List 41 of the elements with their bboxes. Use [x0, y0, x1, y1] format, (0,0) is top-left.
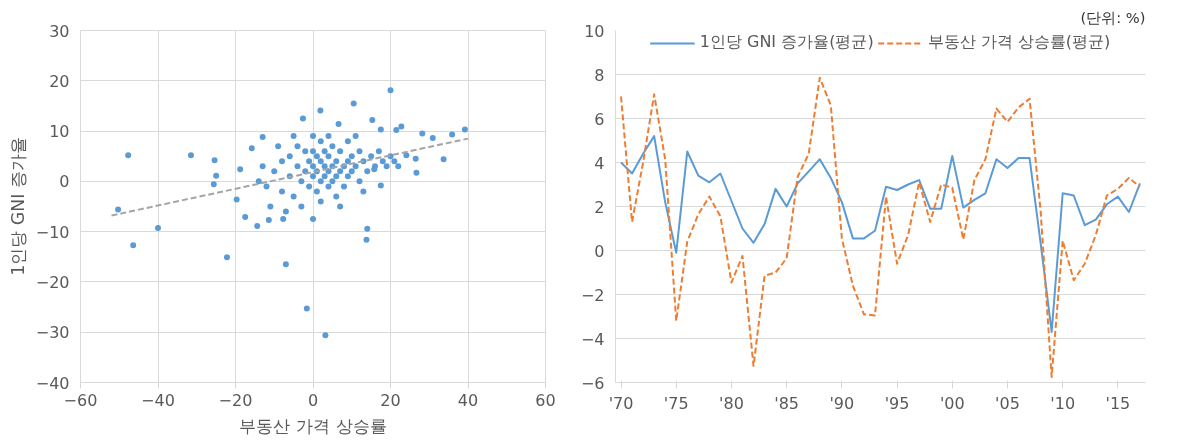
x-tick-label: 40: [457, 390, 479, 410]
x-tick-label: '80: [719, 393, 744, 413]
x-tick-label: '70: [608, 393, 634, 413]
y-tick-label: 10: [49, 122, 70, 142]
y-tick-label: 20: [49, 71, 70, 91]
line-series: [620, 135, 1141, 333]
x-tick-label: '15: [1105, 393, 1131, 413]
text: (단위: %): [1080, 8, 1146, 26]
y-tick-label: 30: [49, 21, 70, 41]
y-tick-label: 10: [584, 21, 605, 41]
y-tick-label: 8: [594, 65, 605, 85]
y-tick-label: 4: [594, 153, 605, 173]
x-tick-label: 20: [380, 390, 401, 410]
y-tick-label: −20: [35, 272, 70, 292]
x-tick-label: '90: [829, 393, 855, 413]
legend-label: 부동산 가격 상승률(평균): [927, 32, 1111, 53]
x-tick-label: '95: [884, 393, 910, 413]
legend-label: 1인당 GNI 증가율(평균): [699, 32, 874, 53]
y-tick-label: −40: [35, 373, 70, 393]
x-tick-label: '75: [663, 393, 689, 413]
x-tick-label: '00: [939, 393, 965, 413]
x-tick-label: '85: [774, 393, 800, 413]
x-tick-label: −40: [141, 390, 175, 410]
y-tick-label: −10: [35, 222, 70, 242]
x-tick-label: 60: [535, 390, 556, 410]
x-tick-label: −20: [218, 390, 253, 410]
y-tick-label: 0: [594, 241, 605, 261]
line-series: [620, 76, 1141, 378]
x-axis-title: 부동산 가격 상승률: [239, 415, 387, 436]
y-tick-label: −6: [580, 373, 605, 393]
y-tick-label: −2: [580, 285, 605, 305]
x-tick-label: '05: [995, 393, 1020, 413]
y-tick-label: −4: [580, 329, 605, 349]
y-tick-label: 6: [594, 109, 605, 129]
x-tick-label: '10: [1050, 393, 1076, 413]
y-tick-label: 2: [594, 197, 605, 217]
y-tick-label: −30: [35, 323, 70, 343]
y-tick-label: 0: [59, 172, 70, 192]
y-axis-title: 1인당 GNI 증가율: [7, 137, 28, 276]
x-tick-label: −60: [63, 390, 98, 410]
x-tick-label: 0: [307, 390, 319, 410]
